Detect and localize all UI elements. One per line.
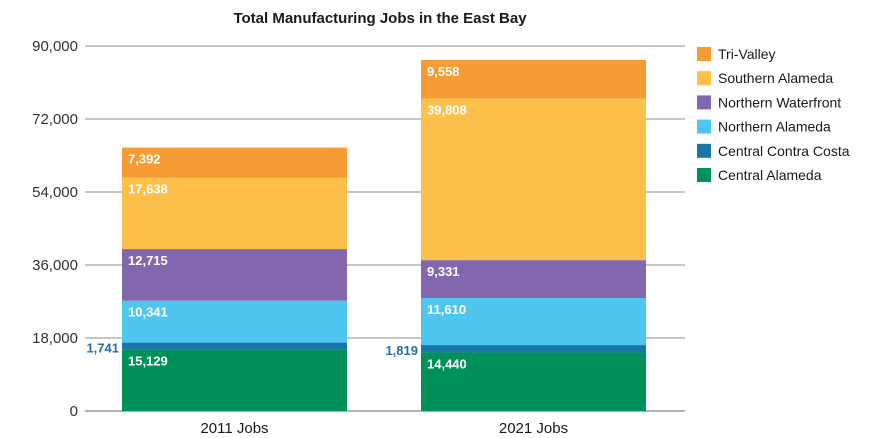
legend-label-central-alameda: Central Alameda xyxy=(718,167,822,183)
data-label: 1,819 xyxy=(385,343,418,358)
data-label: 10,341 xyxy=(128,305,168,320)
legend-swatch-northern-waterfront xyxy=(697,95,711,110)
bar-segment-central-alameda xyxy=(421,352,646,411)
legend-label-southern-alameda: Southern Alameda xyxy=(718,70,833,86)
bar-segment-tri-valley xyxy=(122,147,347,178)
legend-swatch-central-contra-costa xyxy=(697,143,711,158)
legend-swatch-northern-alameda xyxy=(697,119,711,134)
bar-segment-northern-waterfront xyxy=(122,249,347,301)
legend-swatch-southern-alameda xyxy=(697,71,711,86)
bar-segment-southern-alameda xyxy=(122,177,347,250)
y-axis-ticks: 0 18,000 36,000 54,000 72,000 90,000 xyxy=(32,38,78,420)
bar-segment-central-contra-costa xyxy=(421,345,646,353)
data-label: 9,331 xyxy=(427,264,460,279)
bar-segment-northern-waterfront xyxy=(421,260,646,298)
x-category-label: 2021 Jobs xyxy=(499,420,568,437)
bar-segment-central-alameda xyxy=(122,349,347,411)
data-label: 15,129 xyxy=(128,354,168,369)
chart-title: Total Manufacturing Jobs in the East Bay xyxy=(233,10,527,27)
data-label: 11,610 xyxy=(427,302,466,317)
data-label: 7,392 xyxy=(128,152,161,167)
legend-label-central-contra-costa: Central Contra Costa xyxy=(718,143,850,159)
data-label: 1,741 xyxy=(86,341,119,356)
y-tick-label: 0 xyxy=(70,403,78,420)
category-labels: 2011 Jobs 2021 Jobs xyxy=(200,420,568,437)
data-label: 12,715 xyxy=(128,253,168,268)
legend-label-northern-alameda: Northern Alameda xyxy=(718,119,831,135)
bar-segment-tri-valley xyxy=(421,59,646,99)
data-label: 14,440 xyxy=(427,356,467,371)
legend-swatch-tri-valley xyxy=(697,47,711,61)
legend: Tri-Valley Southern Alameda Northern Water… xyxy=(697,46,850,183)
y-tick-label: 18,000 xyxy=(32,330,78,347)
y-tick-label: 54,000 xyxy=(32,184,78,201)
y-tick-label: 36,000 xyxy=(32,257,78,274)
bar-segment-northern-alameda xyxy=(421,297,646,346)
bar-segment-central-contra-costa xyxy=(122,342,347,350)
data-label: 39,808 xyxy=(427,103,467,118)
y-tick-label: 90,000 xyxy=(32,38,78,55)
bar-segment-southern-alameda xyxy=(421,98,646,261)
legend-label-tri-valley: Tri-Valley xyxy=(718,46,776,62)
bars: 15,129 1,741 10,341 12,715 17,638 7,392 14,440… xyxy=(86,59,646,411)
legend-label-northern-waterfront: Northern Waterfront xyxy=(718,94,841,110)
bar-segment-northern-alameda xyxy=(122,300,347,343)
x-category-label: 2011 Jobs xyxy=(200,420,268,437)
y-tick-label: 72,000 xyxy=(32,111,78,128)
data-label: 17,638 xyxy=(128,182,168,197)
data-label: 9,558 xyxy=(427,64,460,79)
legend-swatch-central-alameda xyxy=(697,168,711,182)
